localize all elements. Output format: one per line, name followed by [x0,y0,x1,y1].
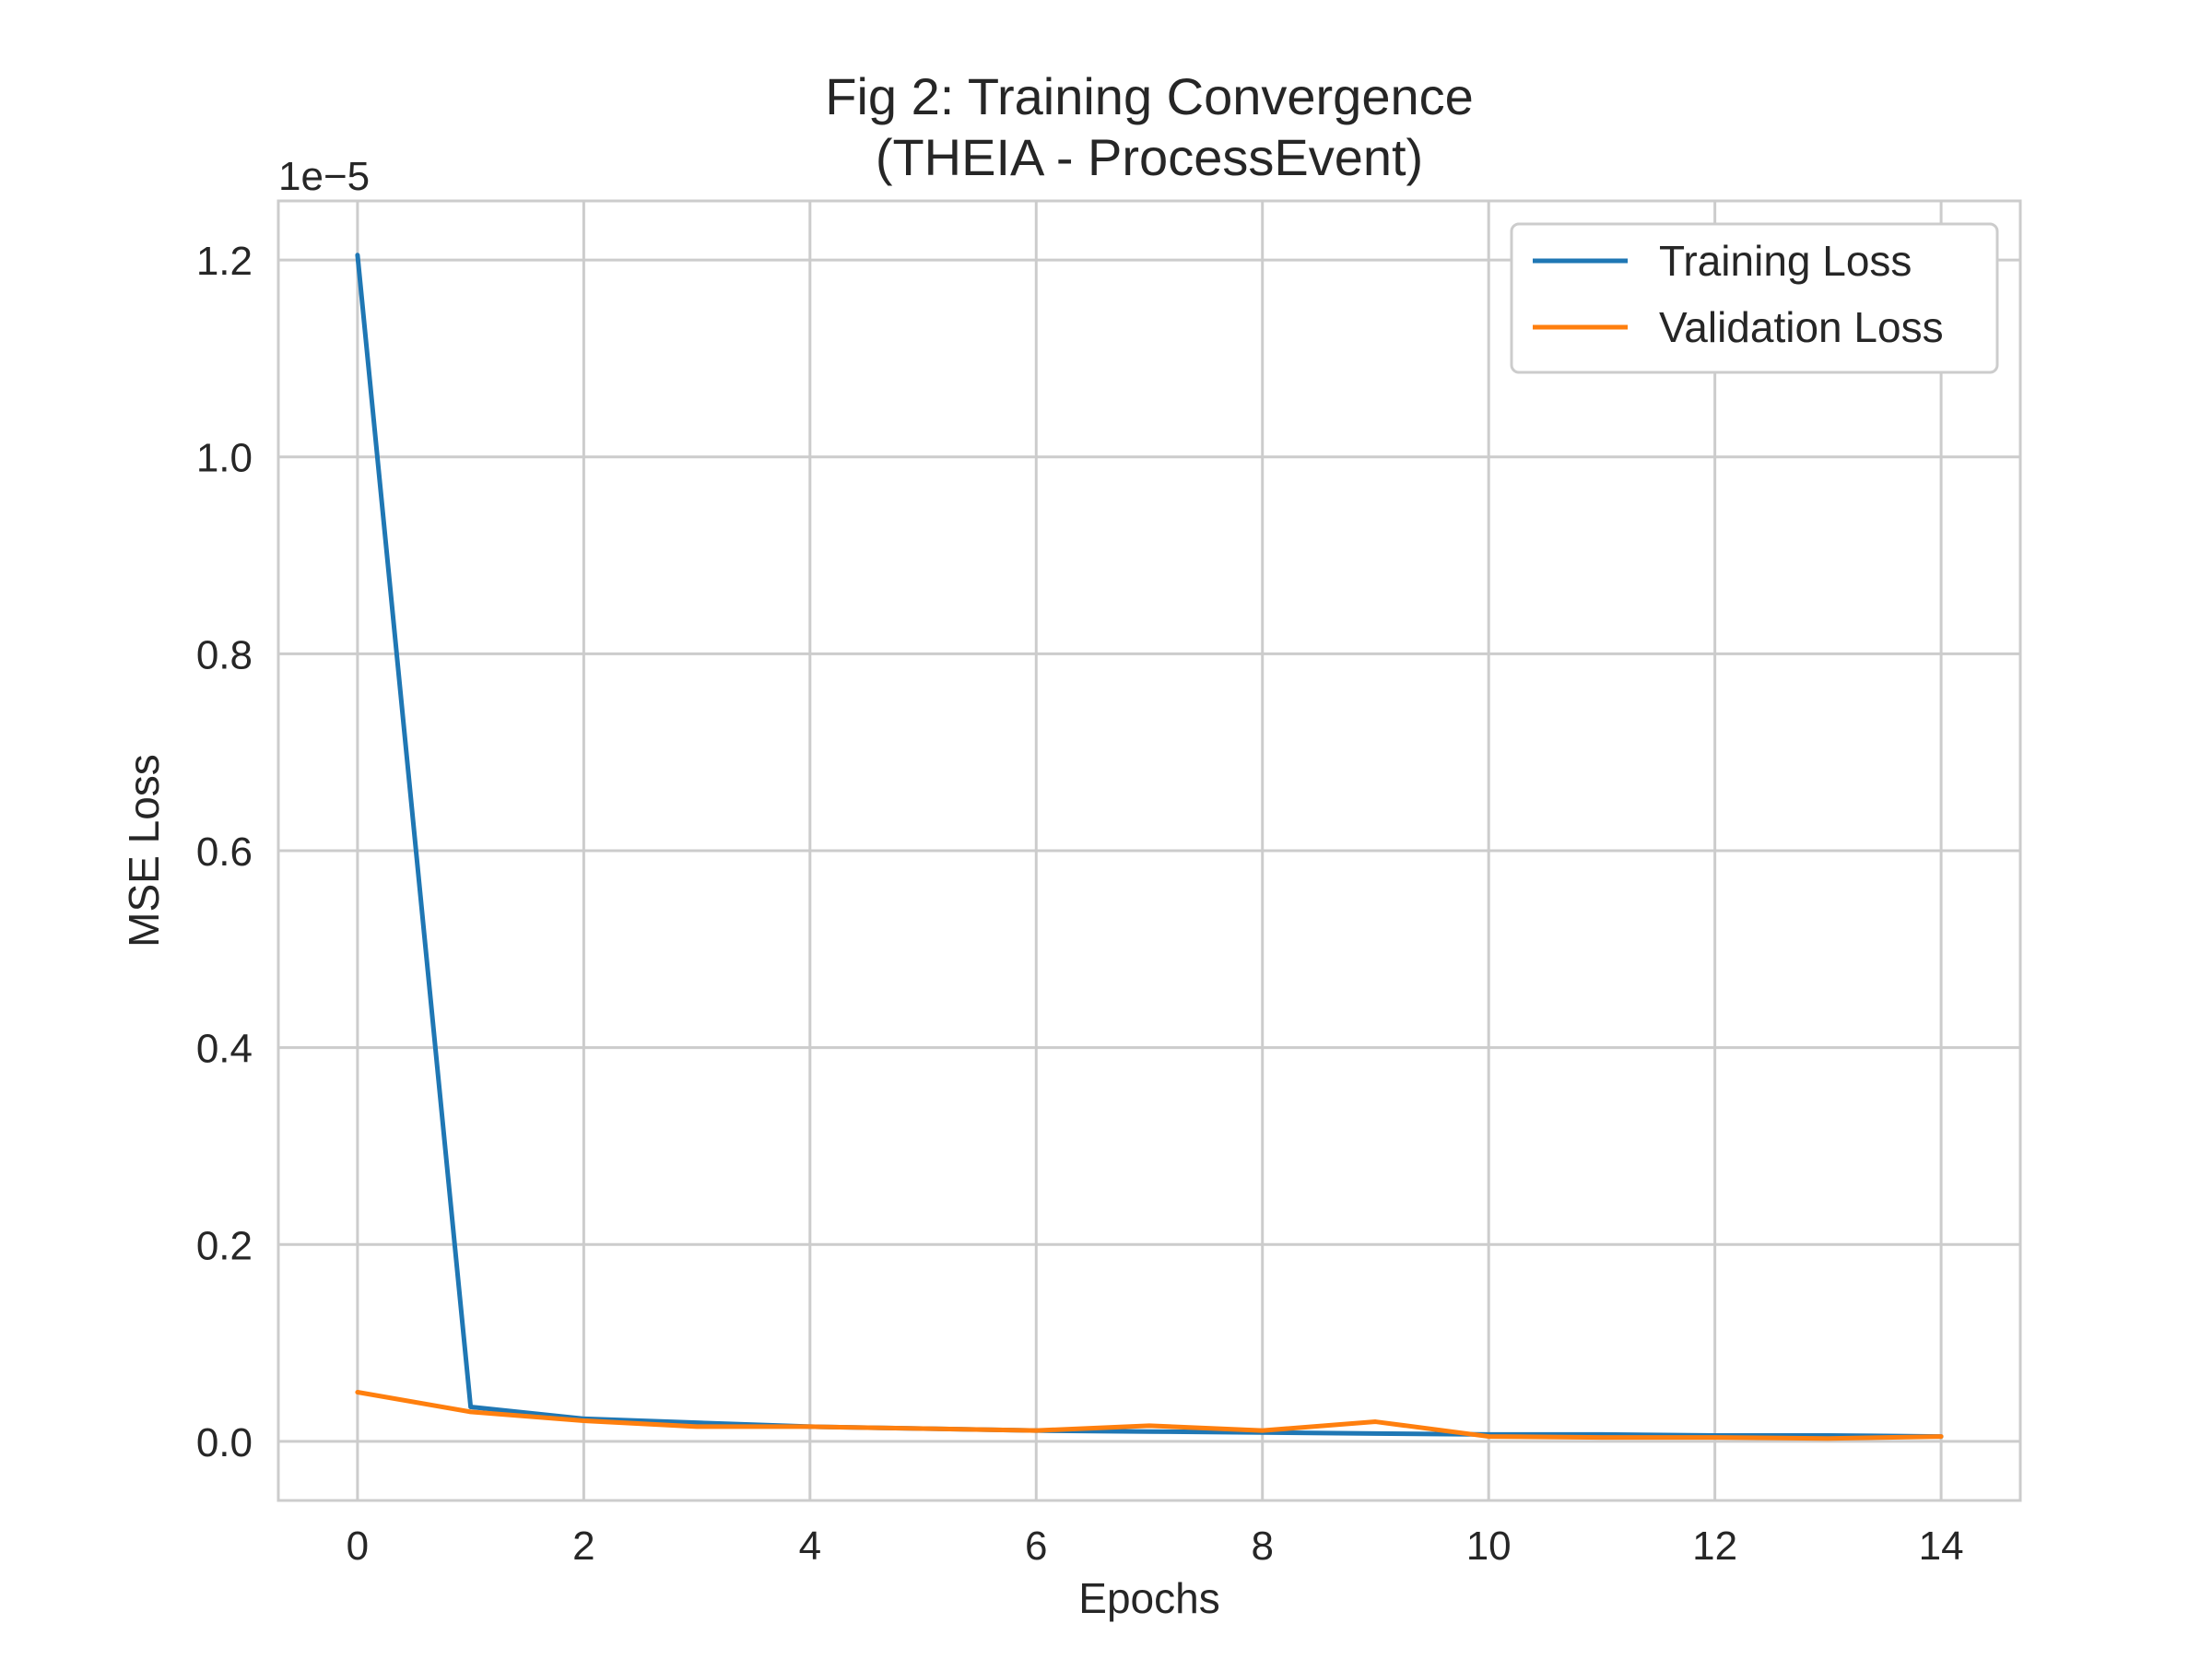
y-tick-label: 1.0 [196,436,253,481]
grid [278,201,2020,1500]
legend-box [1510,222,1999,374]
y-tick-label: 0.0 [196,1420,253,1465]
chart-title-line-2: (THEIA - ProcessEvent) [876,128,1423,186]
y-axis-label: MSE Loss [120,754,168,947]
x-axis-label: Epochs [1078,1574,1219,1622]
x-tick-label: 0 [347,1524,369,1569]
y-offset-label: 1e−5 [278,154,370,199]
y-tick-label: 1.2 [196,239,253,284]
y-tick-labels: 0.0 0.2 0.4 0.6 0.8 1.0 1.2 [196,239,253,1465]
x-tick-label: 10 [1466,1524,1512,1569]
y-tick-label: 0.8 [196,632,253,677]
chart-title-line-1: Fig 2: Training Convergence [825,67,1474,125]
x-tick-labels: 0 2 4 6 8 10 12 14 [347,1524,1964,1569]
legend-label-training-loss: Training Loss [1659,237,1912,285]
legend: Training Loss Validation Loss [1510,222,1999,374]
series-lines [355,253,1944,1441]
series-line-validation-loss [355,1390,1944,1441]
series-line-training-loss [355,253,1944,1440]
x-tick-label: 6 [1025,1524,1047,1569]
x-tick-label: 14 [1919,1524,1964,1569]
legend-label-validation-loss: Validation Loss [1659,303,1944,351]
y-tick-label: 0.6 [196,830,253,875]
x-tick-label: 4 [799,1524,821,1569]
x-tick-label: 2 [572,1524,594,1569]
x-tick-label: 8 [1251,1524,1273,1569]
x-tick-label: 12 [1692,1524,1737,1569]
y-tick-label: 0.4 [196,1027,253,1072]
y-tick-label: 0.2 [196,1223,253,1268]
plot-frame [276,199,2022,1502]
